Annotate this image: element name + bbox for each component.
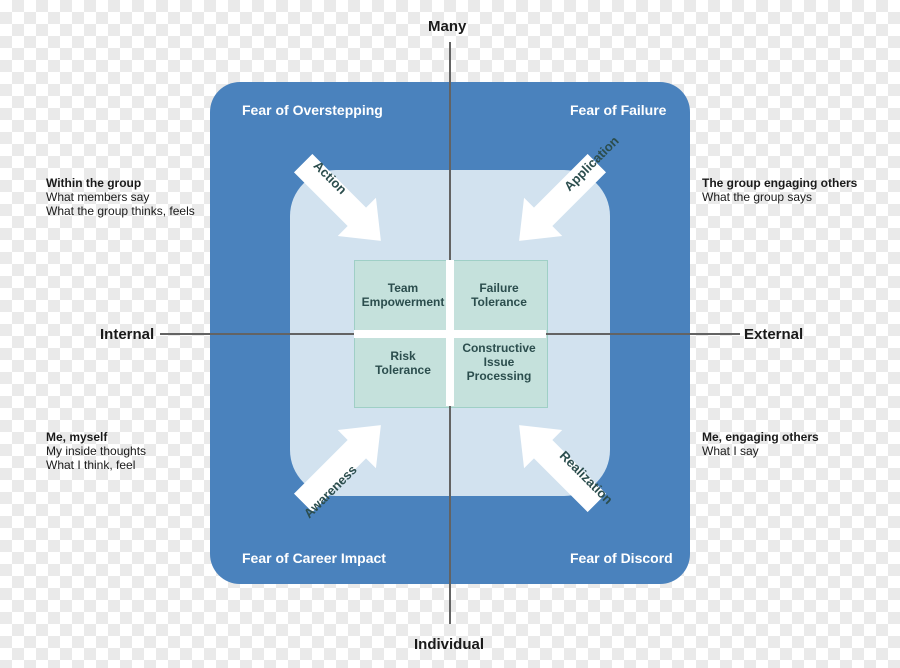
side-block-br: Me, engaging othersWhat I say [702,430,819,458]
center-quadrant-br: ConstructiveIssueProcessing [456,342,542,383]
side-block-tr-line-0: What the group says [702,190,857,204]
side-block-bl-title: Me, myself [46,430,146,444]
side-block-tr: The group engaging othersWhat the group … [702,176,857,204]
fear-label-bl: Fear of Career Impact [242,550,386,566]
center-quadrant-tl-line2: Empowerment [360,296,446,310]
side-block-tl-line-0: What members say [46,190,195,204]
fear-label-br: Fear of Discord [570,550,673,566]
center-quadrant-tl: TeamEmpowerment [360,282,446,310]
inner-divider-horizontal [354,330,546,338]
fear-label-tr: Fear of Failure [570,102,666,118]
fear-label-tl: Fear of Overstepping [242,102,383,118]
center-quadrant-tl-line1: Team [360,282,446,296]
side-block-br-title: Me, engaging others [702,430,819,444]
axis-label-top: Many [428,18,466,35]
center-quadrant-tr: FailureTolerance [456,282,542,310]
side-block-bl-line-1: What I think, feel [46,458,146,472]
center-quadrant-tr-line1: Failure [456,282,542,296]
side-block-tr-title: The group engaging others [702,176,857,190]
center-quadrant-tr-line2: Tolerance [456,296,542,310]
side-block-bl: Me, myselfMy inside thoughtsWhat I think… [46,430,146,472]
axis-label-left: Internal [100,326,154,343]
center-quadrant-bl: RiskTolerance [360,350,446,378]
axis-label-bottom: Individual [414,636,484,653]
diagram-stage: Many Individual Internal External Fear of Ov… [0,0,900,668]
center-quadrant-br-line1: Constructive [456,342,542,356]
side-block-tl-title: Within the group [46,176,195,190]
center-quadrant-br-line2: Issue [456,356,542,370]
side-block-br-line-0: What I say [702,444,819,458]
side-block-tl-line-1: What the group thinks, feels [46,204,195,218]
side-block-tl: Within the groupWhat members sayWhat the… [46,176,195,218]
center-quadrant-bl-line2: Tolerance [360,364,446,378]
axis-label-right: External [744,326,803,343]
side-block-bl-line-0: My inside thoughts [46,444,146,458]
center-quadrant-bl-line1: Risk [360,350,446,364]
center-quadrant-br-line3: Processing [456,370,542,384]
